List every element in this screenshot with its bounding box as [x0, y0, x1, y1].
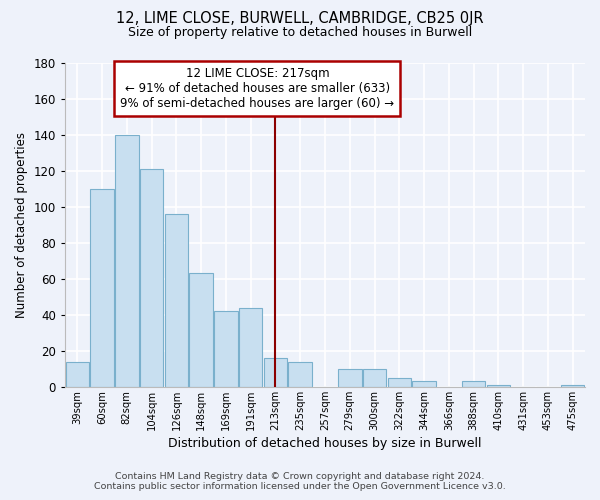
Bar — [487, 385, 510, 387]
X-axis label: Distribution of detached houses by size in Burwell: Distribution of detached houses by size … — [168, 437, 482, 450]
Bar — [65, 362, 89, 387]
Bar — [412, 382, 436, 387]
Bar — [338, 369, 362, 387]
Bar — [363, 369, 386, 387]
Text: Contains HM Land Registry data © Crown copyright and database right 2024.
Contai: Contains HM Land Registry data © Crown c… — [94, 472, 506, 491]
Bar — [462, 382, 485, 387]
Text: 12 LIME CLOSE: 217sqm
← 91% of detached houses are smaller (633)
9% of semi-deta: 12 LIME CLOSE: 217sqm ← 91% of detached … — [121, 68, 394, 110]
Text: Size of property relative to detached houses in Burwell: Size of property relative to detached ho… — [128, 26, 472, 39]
Y-axis label: Number of detached properties: Number of detached properties — [15, 132, 28, 318]
Text: 12, LIME CLOSE, BURWELL, CAMBRIDGE, CB25 0JR: 12, LIME CLOSE, BURWELL, CAMBRIDGE, CB25… — [116, 11, 484, 26]
Bar — [190, 274, 213, 387]
Bar — [91, 188, 114, 387]
Bar — [239, 308, 262, 387]
Bar — [561, 385, 584, 387]
Bar — [214, 311, 238, 387]
Bar — [388, 378, 411, 387]
Bar — [140, 169, 163, 387]
Bar — [164, 214, 188, 387]
Bar — [115, 134, 139, 387]
Bar — [263, 358, 287, 387]
Bar — [289, 362, 312, 387]
